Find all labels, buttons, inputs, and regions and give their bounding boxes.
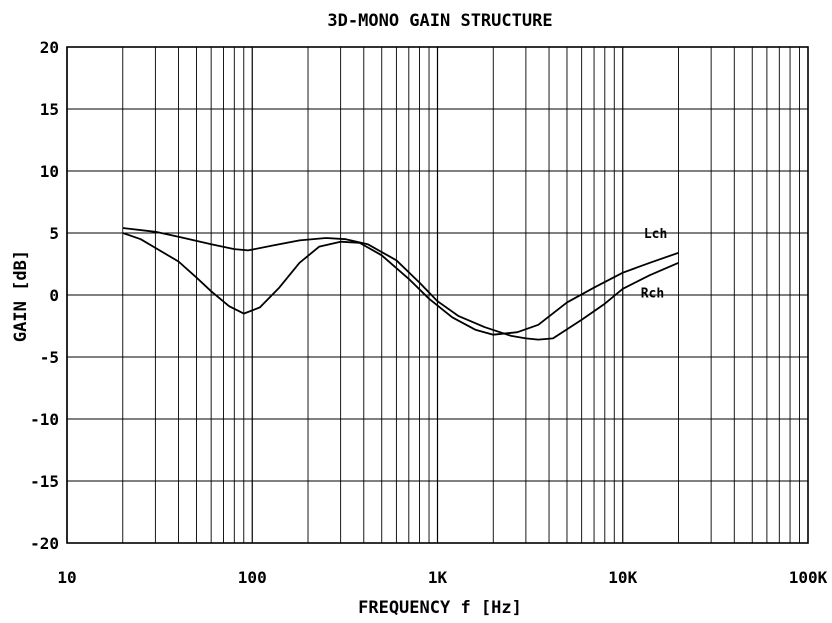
series-label-lch: Lch [644, 227, 667, 242]
y-tick-label: -15 [30, 472, 59, 491]
grid [66, 46, 808, 544]
series-line-rch [122, 232, 679, 336]
y-axis-label: GAIN [dB] [11, 250, 31, 342]
x-tick-label: 100 [238, 568, 267, 587]
x-axis-label: FREQUENCY f [Hz] [358, 598, 522, 618]
x-tick-label: 10 [57, 568, 76, 587]
y-tick-label: 5 [49, 224, 59, 243]
series-labels: Lch Rch [641, 227, 668, 302]
y-tick-label: 0 [49, 286, 59, 305]
plot-frame [66, 46, 809, 544]
x-tick-labels: 10 100 1K 10K 100K [57, 568, 827, 587]
y-tick-label: 20 [40, 38, 59, 57]
y-tick-label: -20 [30, 534, 59, 553]
y-tick-label: -10 [30, 410, 59, 429]
series-label-rch: Rch [641, 286, 664, 301]
y-tick-labels: 20 15 10 5 0 -5 -10 -15 -20 [30, 38, 59, 553]
x-tick-label: 1K [428, 568, 448, 587]
chart-title: 3D-MONO GAIN STRUCTURE [327, 11, 552, 31]
series-lines [122, 227, 679, 341]
y-tick-label: 15 [40, 100, 59, 119]
x-tick-label: 100K [789, 568, 828, 587]
y-tick-label: 10 [40, 162, 59, 181]
x-tick-label: 10K [608, 568, 637, 587]
series-line-lch [122, 227, 679, 341]
y-tick-label: -5 [40, 348, 59, 367]
